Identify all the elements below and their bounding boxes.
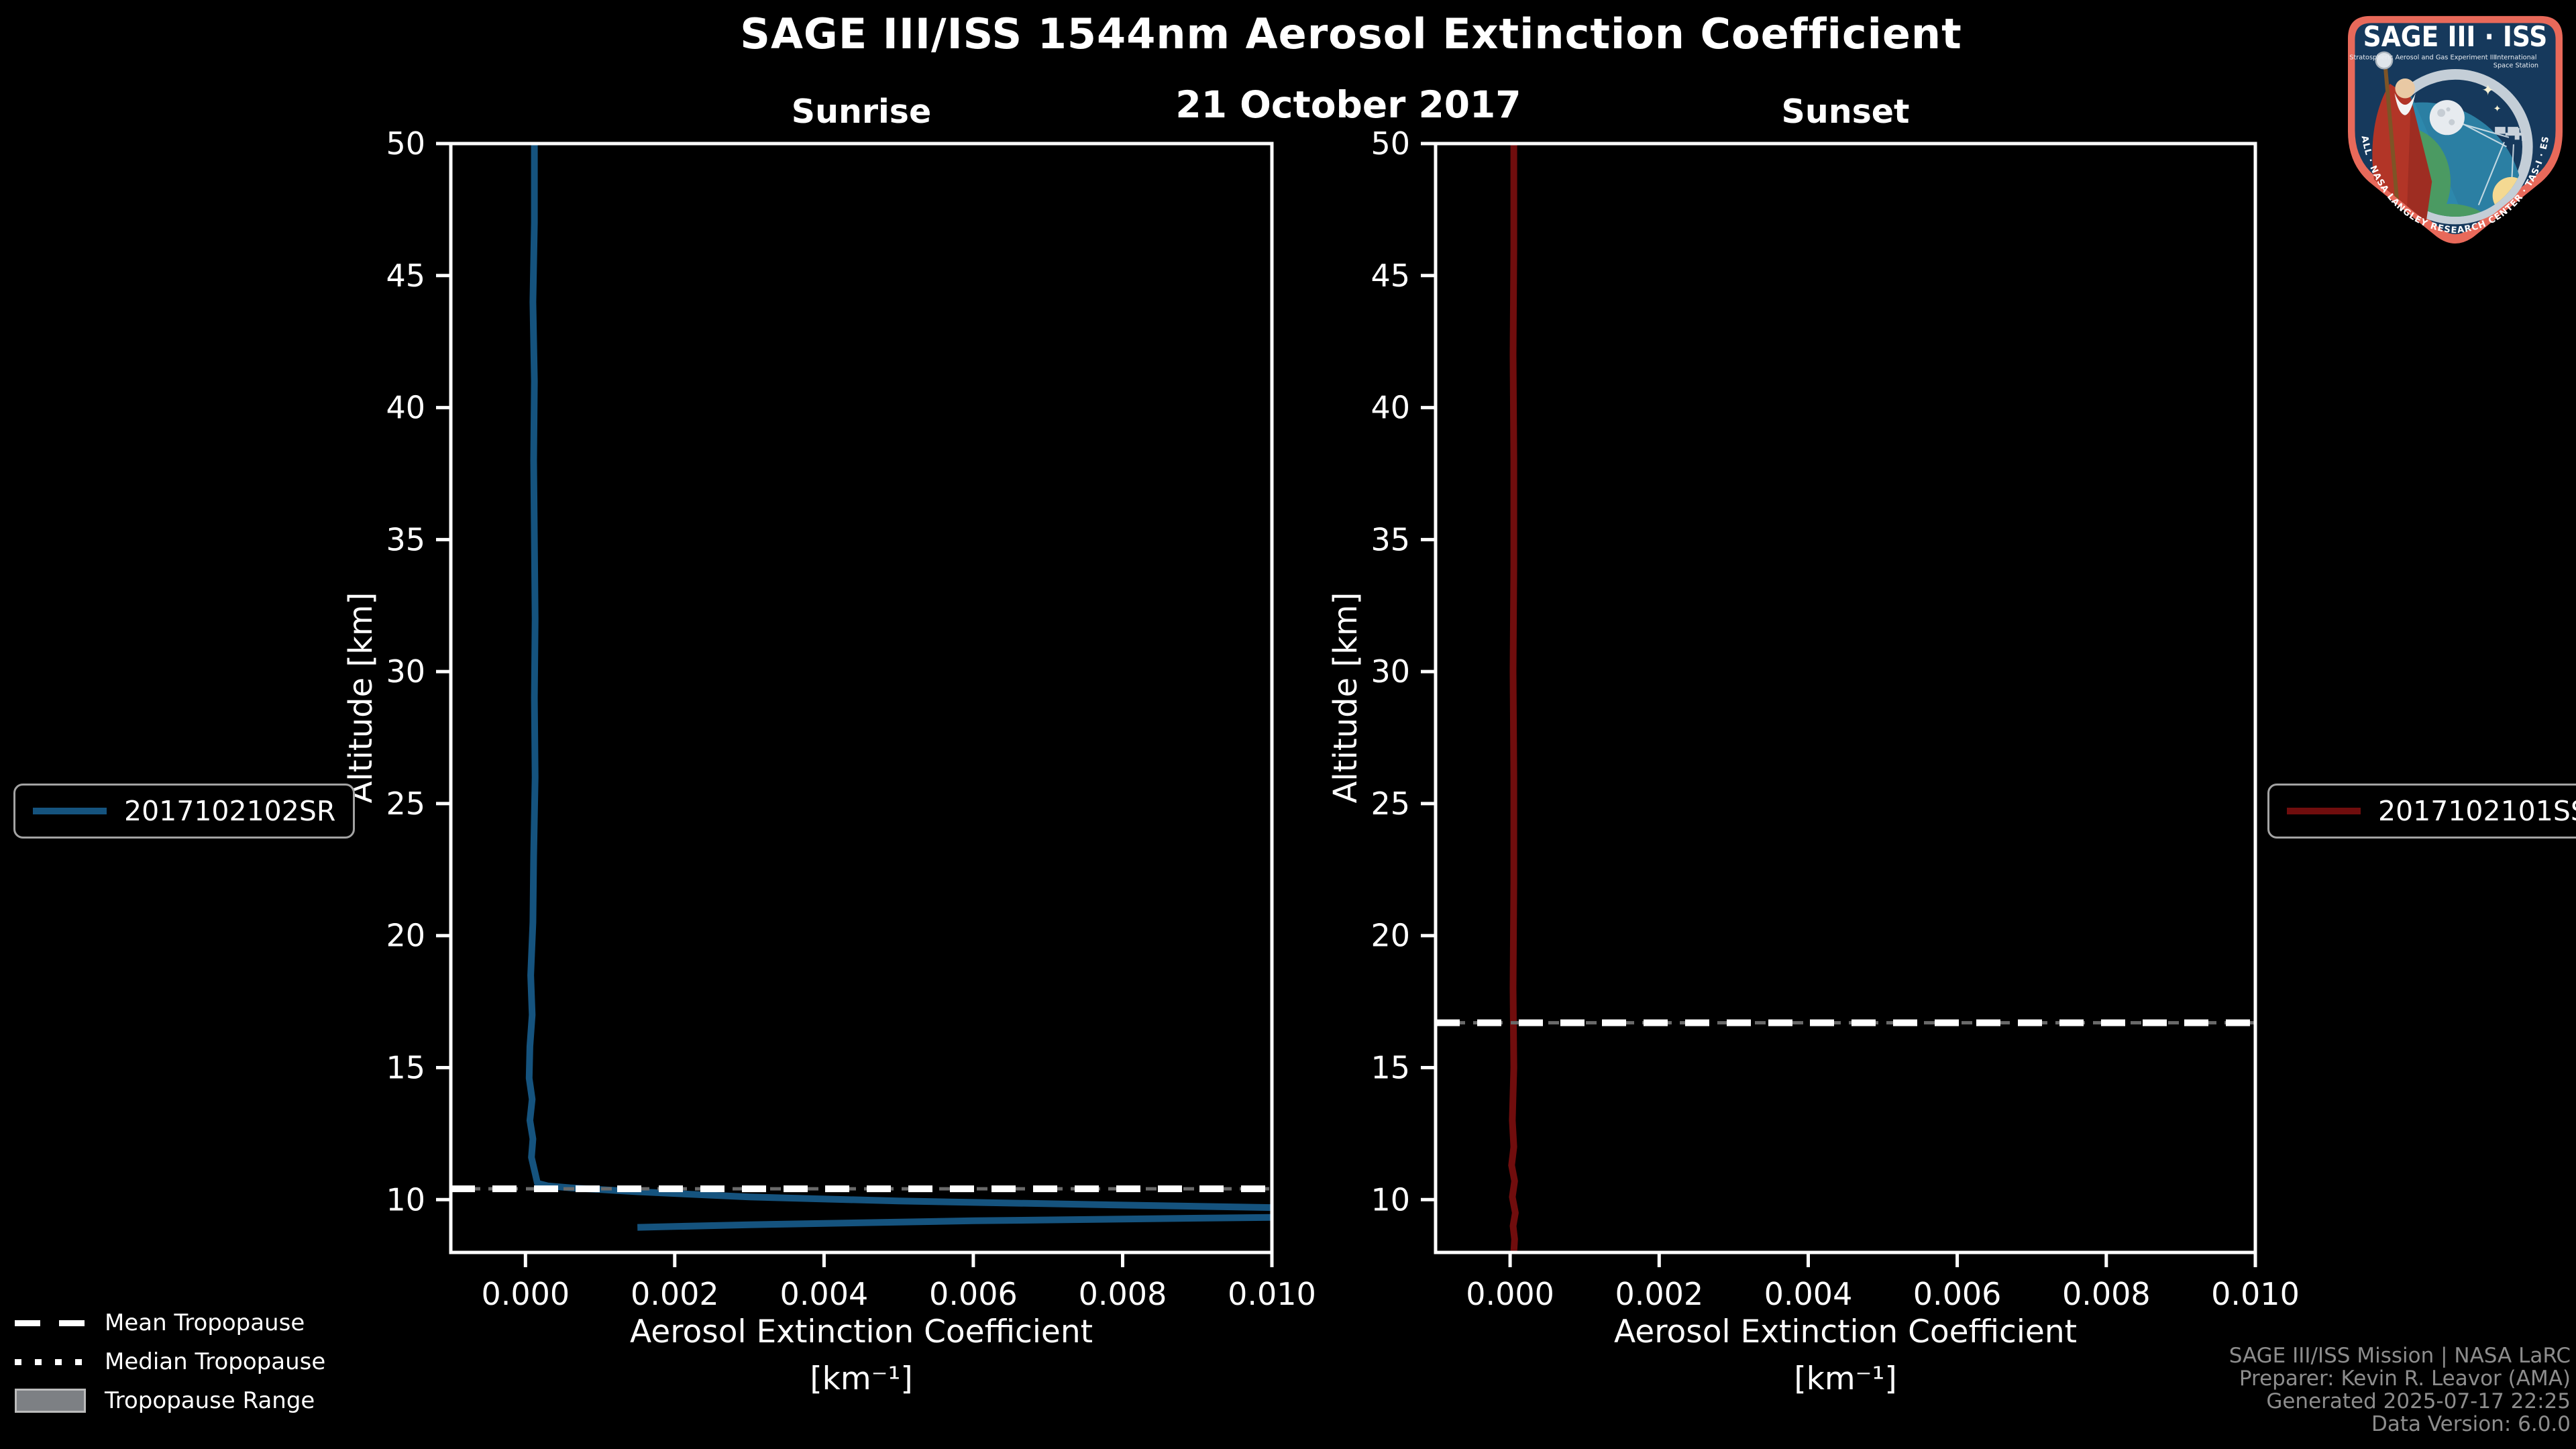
y-tick-label: 35	[386, 521, 425, 557]
x-axis-label-sunset: Aerosol Extinction Coefficient	[1613, 1313, 2078, 1350]
y-tick-label: 50	[386, 125, 425, 162]
mean-tropopause-label: Mean Tropopause	[105, 1309, 305, 1336]
median-tropopause-swatch	[15, 1352, 90, 1372]
attribution-data-version: Data Version: 6.0.0	[2371, 1412, 2571, 1436]
patch-subtitle-right2: Space Station	[2493, 62, 2538, 69]
chart-date: 21 October 2017	[1175, 83, 1521, 126]
x-axis-units-sunrise: [km⁻¹]	[810, 1360, 913, 1397]
profile-line-sunset	[1508, 144, 1519, 1252]
plot-frame-sunrise	[449, 142, 1274, 1254]
x-axis-units-sunset: [km⁻¹]	[1794, 1360, 1897, 1397]
patch-title: SAGE III · ISS	[2363, 20, 2548, 53]
y-tick-label: 45	[1371, 258, 1410, 294]
y-tick-label: 20	[1371, 918, 1410, 954]
svg-text:✦: ✦	[2493, 104, 2502, 115]
y-tick-label: 25	[386, 786, 425, 822]
y-tick-label: 15	[386, 1050, 425, 1086]
x-axis-label-sunrise: Aerosol Extinction Coefficient	[629, 1313, 1093, 1350]
tropopause-range-label: Tropopause Range	[105, 1387, 315, 1414]
y-tick-label: 40	[1371, 390, 1410, 426]
patch-subtitle-left: Stratospheric Aerosol and Gas Experiment…	[2349, 54, 2496, 61]
panel-title-sunset: Sunset	[1781, 93, 1910, 131]
legend-row-tropopause-range: Tropopause Range	[15, 1386, 325, 1415]
x-tick-label: 0.000	[481, 1276, 570, 1312]
y-tick-label: 30	[1371, 653, 1410, 690]
attribution-preparer: Preparer: Kevin R. Leavor (AMA)	[2239, 1366, 2571, 1391]
y-tick-label: 10	[1371, 1181, 1410, 1218]
attribution-generated: Generated 2025-07-17 22:25	[2266, 1389, 2571, 1413]
legend-sunset-label: 2017102101SS	[2378, 795, 2576, 827]
tropopause-legend: Mean Tropopause Median Tropopause Tropop…	[15, 1308, 325, 1415]
legend-sunrise-label: 2017102102SR	[124, 795, 336, 827]
x-tick-label: 0.004	[1764, 1276, 1853, 1312]
y-tick-label: 35	[1371, 521, 1410, 557]
sunset-line-swatch	[2287, 808, 2361, 814]
legend-row-mean-tropopause: Mean Tropopause	[15, 1308, 325, 1338]
attribution-mission: SAGE III/ISS Mission | NASA LaRC	[2229, 1344, 2571, 1368]
profile-line-sunrise	[525, 144, 1272, 1231]
legend-row-median-tropopause: Median Tropopause	[15, 1347, 325, 1377]
x-tick-label: 0.008	[1079, 1276, 1167, 1312]
patch-subtitle-right1: International	[2495, 54, 2536, 61]
sage-iss-mission-patch: ✦✦✦ SAGE III · IS	[2339, 7, 2563, 244]
y-tick-label: 20	[386, 918, 425, 954]
x-tick-label: 0.010	[1228, 1276, 1316, 1312]
plot-frame-sunset	[1434, 142, 2257, 1254]
x-tick-label: 0.000	[1466, 1276, 1554, 1312]
x-tick-label: 0.010	[2211, 1276, 2300, 1312]
y-tick-label: 30	[386, 653, 425, 690]
x-tick-label: 0.002	[631, 1276, 719, 1312]
legend-sunset: 2017102101SS	[2267, 784, 2576, 839]
y-axis-label-sunrise: Altitude [km]	[342, 592, 380, 804]
y-tick-label: 45	[386, 258, 425, 294]
x-tick-label: 0.008	[2062, 1276, 2151, 1312]
panel-title-sunrise: Sunrise	[791, 93, 932, 131]
mean-tropopause-swatch	[15, 1313, 90, 1333]
y-tick-label: 40	[386, 390, 425, 426]
iss-icon	[2495, 127, 2526, 141]
median-tropopause-label: Median Tropopause	[105, 1348, 326, 1375]
y-tick-label: 10	[386, 1181, 425, 1218]
chart-title: SAGE III/ISS 1544nm Aerosol Extinction C…	[740, 9, 1962, 58]
y-tick-label: 25	[1371, 786, 1410, 822]
y-tick-label: 15	[1371, 1050, 1410, 1086]
y-axis-label-sunset: Altitude [km]	[1327, 592, 1364, 804]
tropopause-range-swatch	[15, 1389, 90, 1413]
x-tick-label: 0.004	[780, 1276, 869, 1312]
legend-sunrise: 2017102102SR	[13, 784, 356, 839]
x-tick-label: 0.006	[1913, 1276, 2002, 1312]
sunrise-line-swatch	[33, 808, 107, 814]
x-tick-label: 0.002	[1615, 1276, 1703, 1312]
attribution-block: SAGE III/ISS Mission | NASA LaRC Prepare…	[2229, 1344, 2571, 1436]
y-tick-label: 50	[1371, 125, 1410, 162]
x-tick-label: 0.006	[929, 1276, 1018, 1312]
